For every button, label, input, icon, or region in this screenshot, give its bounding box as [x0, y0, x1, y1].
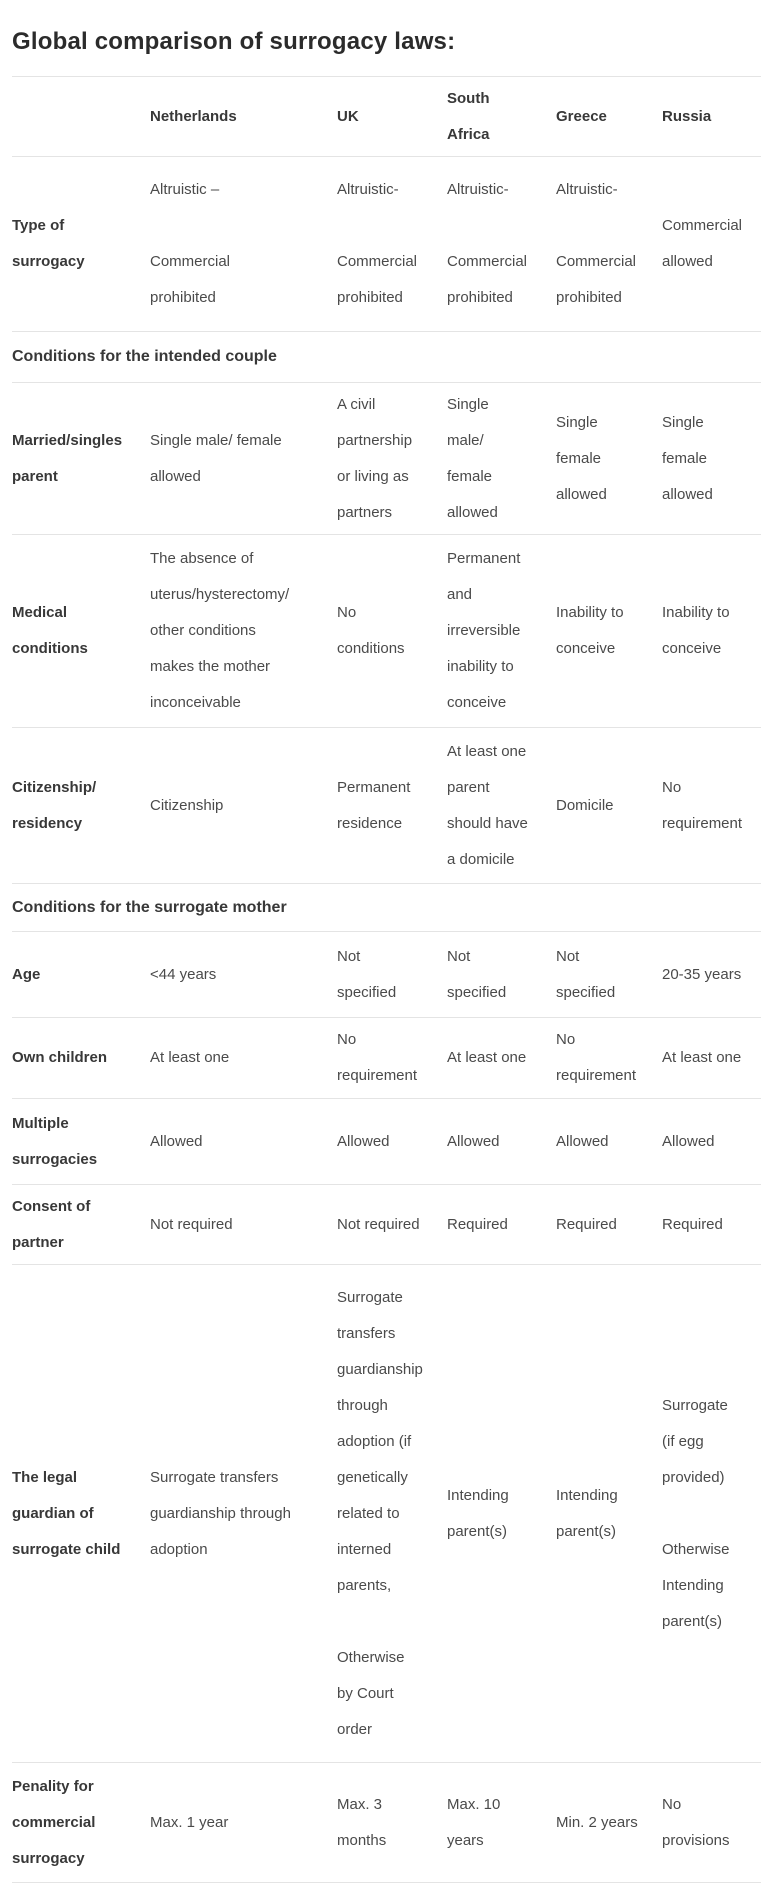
cell-citizenship-residency-netherlands: Citizenship [150, 796, 224, 814]
cell-multiple-surrogacies-greece: Allowed [556, 1132, 609, 1150]
cell-medical-conditions-south-africa: Permanent and irreversible inability to … [447, 550, 521, 711]
table-header-row: Netherlands UK South Africa Greece Russi… [12, 77, 761, 157]
cell-penality-commercial-greece: Min. 2 years [556, 1813, 638, 1831]
cell-consent-of-partner-russia: Required [662, 1215, 723, 1233]
cell-legal-guardian-uk: Surrogate transfers guardianship through… [337, 1288, 423, 1738]
cell-type-of-surrogacy-netherlands: Altruistic – Commercial prohibited [150, 181, 231, 306]
section-title-conditions-surrogate-mother: Conditions for the surrogate mother [12, 898, 287, 916]
column-header-russia: Russia [662, 107, 712, 125]
table-row-medical-conditions: Medical conditions The absence of uterus/… [12, 535, 761, 728]
cell-age-south-africa: Not specified [447, 947, 507, 1001]
cell-multiple-surrogacies-netherlands: Allowed [150, 1132, 203, 1150]
row-label-legal-guardian: The legal guardian of surrogate child [12, 1468, 121, 1558]
column-header-greece: Greece [556, 107, 607, 125]
row-label-medical-conditions: Medical conditions [12, 604, 88, 657]
cell-type-of-surrogacy-russia: Commercial allowed [662, 217, 743, 270]
table-row-legal-guardian: The legal guardian of surrogate child Sur… [12, 1265, 761, 1763]
row-label-penality-commercial: Penality for commercial surrogacy [12, 1777, 96, 1867]
section-row-conditions-intended-couple: Conditions for the intended couple [12, 332, 761, 383]
cell-married-singles-parent-south-africa: Single male/ female allowed [447, 395, 498, 521]
table-body: Type of surrogacy Altruistic – Commercial… [12, 157, 761, 1883]
cell-medical-conditions-greece: Inability to conceive [556, 604, 624, 657]
cell-consent-of-partner-netherlands: Not required [150, 1215, 233, 1233]
column-header-south-africa: South Africa [447, 89, 490, 143]
cell-own-children-south-africa: At least one [447, 1049, 527, 1066]
cell-married-singles-parent-greece: Single female allowed [556, 413, 607, 503]
cell-consent-of-partner-uk: Not required [337, 1215, 420, 1233]
cell-medical-conditions-uk: No conditions [337, 604, 405, 657]
cell-penality-commercial-russia: No provisions [662, 1795, 730, 1849]
cell-married-singles-parent-russia: Single female allowed [662, 413, 713, 503]
cell-own-children-uk: No requirement [337, 1031, 418, 1084]
cell-multiple-surrogacies-russia: Allowed [662, 1132, 715, 1150]
cell-married-singles-parent-uk: A civil partnership or living as partner… [337, 395, 413, 521]
row-label-citizenship-residency: Citizenship/ residency [12, 778, 97, 832]
table-row-age: Age <44 years Not specified Not specified No… [12, 932, 761, 1018]
cell-type-of-surrogacy-greece: Altruistic- Commercial prohibited [556, 181, 637, 306]
cell-multiple-surrogacies-south-africa: Allowed [447, 1132, 500, 1150]
row-label-age: Age [12, 965, 41, 983]
table-row-own-children: Own children At least one No requirement At… [12, 1018, 761, 1099]
table-row-type-of-surrogacy: Type of surrogacy Altruistic – Commercial… [12, 157, 761, 332]
cell-age-russia: 20-35 years [662, 965, 742, 983]
cell-citizenship-residency-uk: Permanent residence [337, 778, 411, 832]
cell-medical-conditions-netherlands: The absence of uterus/hysterectomy/ othe… [150, 550, 290, 711]
table-row-multiple-surrogacies: Multiple surrogacies Allowed Allowed Allowe… [12, 1099, 761, 1185]
cell-type-of-surrogacy-uk: Altruistic- Commercial prohibited [337, 181, 418, 306]
cell-penality-commercial-netherlands: Max. 1 year [150, 1813, 229, 1831]
row-label-consent-of-partner: Consent of partner [12, 1197, 91, 1251]
page-title: Global comparison of surrogacy laws: [12, 28, 456, 55]
section-title-conditions-intended-couple: Conditions for the intended couple [12, 348, 277, 365]
row-label-multiple-surrogacies: Multiple surrogacies [12, 1114, 98, 1168]
column-header-uk: UK [337, 107, 359, 125]
cell-penality-commercial-south-africa: Max. 10 years [447, 1795, 501, 1849]
cell-age-uk: Not specified [337, 947, 397, 1001]
cell-citizenship-residency-russia: No requirement [662, 778, 743, 832]
cell-consent-of-partner-south-africa: Required [447, 1215, 508, 1233]
cell-legal-guardian-netherlands: Surrogate transfers guardianship through… [150, 1468, 291, 1558]
cell-citizenship-residency-greece: Domicile [556, 796, 614, 814]
table-row-married-singles-parent: Married/singles parent Single male/ femal… [12, 383, 761, 535]
table-row-penality-commercial: Penality for commercial surrogacy Max. 1 … [12, 1763, 761, 1883]
column-header-netherlands: Netherlands [150, 107, 237, 125]
row-label-married-singles-parent: Married/singles parent [12, 431, 123, 485]
table-row-citizenship-residency: Citizenship/ residency Citizenship Permane… [12, 728, 761, 884]
cell-own-children-russia: At least one [662, 1049, 742, 1066]
cell-consent-of-partner-greece: Required [556, 1215, 617, 1233]
cell-legal-guardian-greece: Intending parent(s) [556, 1486, 618, 1540]
content-area: Global comparison of surrogacy laws: Net… [12, 0, 761, 1883]
cell-legal-guardian-russia: Surrogate (if egg provided) Otherwise In… [662, 1396, 730, 1630]
laws-table: Netherlands UK South Africa Greece Russi… [12, 77, 761, 1883]
cell-medical-conditions-russia: Inability to conceive [662, 604, 730, 657]
cell-penality-commercial-uk: Max. 3 months [337, 1795, 387, 1849]
cell-multiple-surrogacies-uk: Allowed [337, 1132, 390, 1150]
cell-type-of-surrogacy-south-africa: Altruistic- Commercial prohibited [447, 181, 528, 306]
section-row-conditions-surrogate-mother: Conditions for the surrogate mother [12, 884, 761, 932]
row-label-own-children: Own children [12, 1049, 108, 1066]
cell-own-children-greece: No requirement [556, 1031, 637, 1084]
cell-own-children-netherlands: At least one [150, 1049, 230, 1066]
cell-age-netherlands: <44 years [150, 965, 217, 983]
row-label-type-of-surrogacy: Type of surrogacy [12, 217, 85, 270]
table-row-consent-of-partner: Consent of partner Not required Not requir… [12, 1185, 761, 1265]
cell-age-greece: Not specified [556, 947, 616, 1001]
title-block: Global comparison of surrogacy laws: [12, 0, 761, 77]
cell-legal-guardian-south-africa: Intending parent(s) [447, 1486, 509, 1540]
cell-citizenship-residency-south-africa: At least one parent should have a domici… [447, 742, 528, 868]
cell-married-singles-parent-netherlands: Single male/ female allowed [150, 431, 282, 485]
